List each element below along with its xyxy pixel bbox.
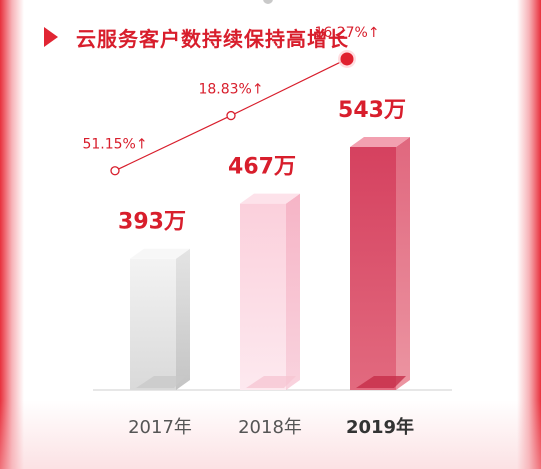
- bar-side: [176, 248, 190, 390]
- bar-2019年: [350, 136, 410, 390]
- category-label: 2019年: [346, 416, 414, 438]
- bar-top: [130, 248, 190, 259]
- value-label: 543万: [338, 98, 406, 123]
- growth-label: 18.83%↑: [198, 82, 263, 98]
- triangle-arrow-icon: [44, 27, 58, 47]
- bar-2018年: [240, 193, 300, 390]
- bar-base-shade: [246, 376, 296, 388]
- section-header: 云服务客户数持续保持高增长: [44, 20, 349, 54]
- growth-point: [110, 166, 120, 176]
- value-label: 467万: [228, 155, 296, 180]
- bar-base-shade: [136, 376, 186, 388]
- growth-label: 51.15%↑: [82, 137, 147, 153]
- bar-2017年: [130, 248, 190, 390]
- bar-side: [396, 136, 410, 390]
- bar-top: [240, 193, 300, 204]
- value-label: 393万: [118, 210, 186, 235]
- bar-side: [286, 193, 300, 390]
- bottom-glow: [0, 400, 541, 469]
- growth-point: [340, 52, 354, 66]
- bar-front: [130, 258, 176, 390]
- bar-front: [350, 146, 396, 390]
- top-dot: [263, 0, 273, 4]
- growth-label: 16.27%↑: [314, 25, 379, 41]
- category-label: 2018年: [238, 417, 302, 438]
- bar-base-shade: [356, 376, 406, 388]
- bar-top: [350, 136, 410, 147]
- growth-point: [226, 110, 236, 121]
- category-label: 2017年: [128, 417, 192, 438]
- section-title: 云服务客户数持续保持高增长: [76, 26, 349, 51]
- bar-front: [240, 203, 286, 390]
